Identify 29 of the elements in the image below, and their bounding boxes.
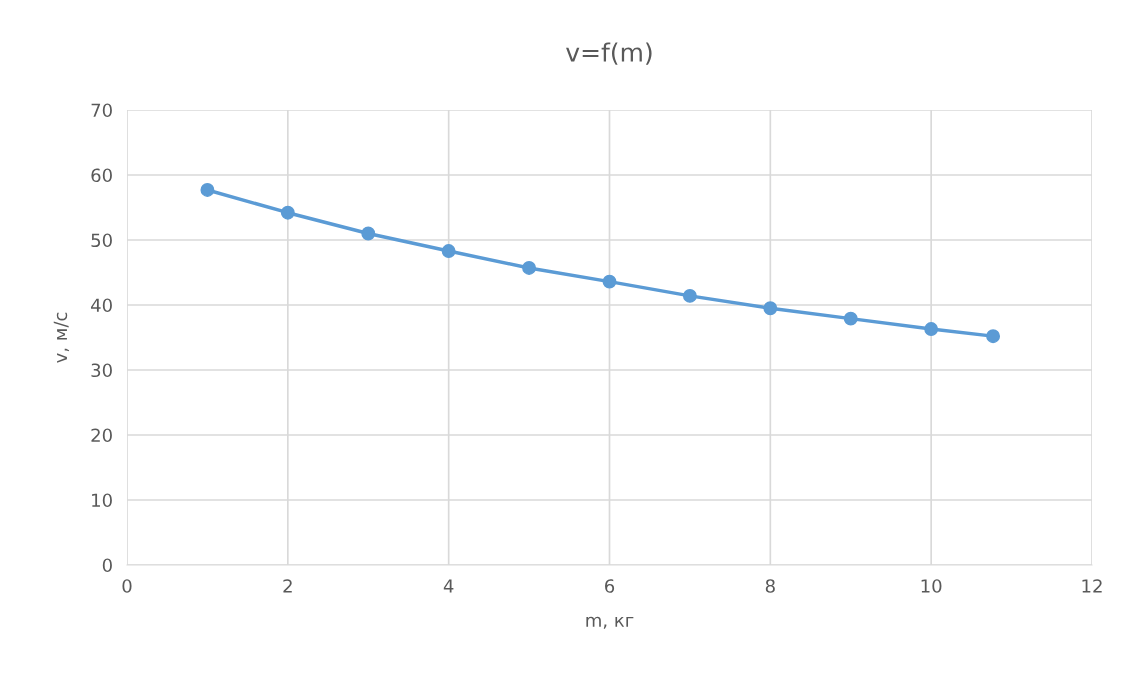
y-tick-label: 60: [91, 168, 112, 183]
x-tick-label: 6: [605, 579, 615, 593]
point: [522, 261, 537, 275]
y-tick-label: 20: [91, 428, 112, 443]
x-tick-label: 4: [443, 579, 454, 593]
point: [924, 322, 939, 336]
x-tick-label: 2: [283, 579, 292, 593]
x-tick-label: 12: [1082, 579, 1102, 593]
point: [602, 274, 617, 289]
y-tick-label: 10: [92, 493, 112, 508]
x-axis-title: m, кг: [586, 616, 634, 629]
y-tick-label: 30: [91, 363, 112, 378]
point: [361, 226, 376, 241]
point: [200, 183, 215, 197]
chart-title: v=f(m): [566, 42, 652, 65]
point: [441, 244, 456, 258]
point: [280, 205, 295, 220]
y-tick-label: 40: [91, 298, 112, 313]
point: [682, 288, 697, 303]
point: [763, 301, 778, 316]
point: [986, 329, 1001, 344]
y-axis-title: v, м/с: [53, 312, 70, 363]
point: [843, 311, 858, 326]
y-tick-label: 50: [91, 233, 112, 248]
y-tick-label: 0: [102, 558, 112, 573]
x-tick-label: 0: [122, 579, 132, 593]
x-tick-label: 8: [765, 579, 775, 593]
y-tick-label: 70: [91, 103, 112, 118]
x-tick-label: 10: [921, 579, 942, 593]
